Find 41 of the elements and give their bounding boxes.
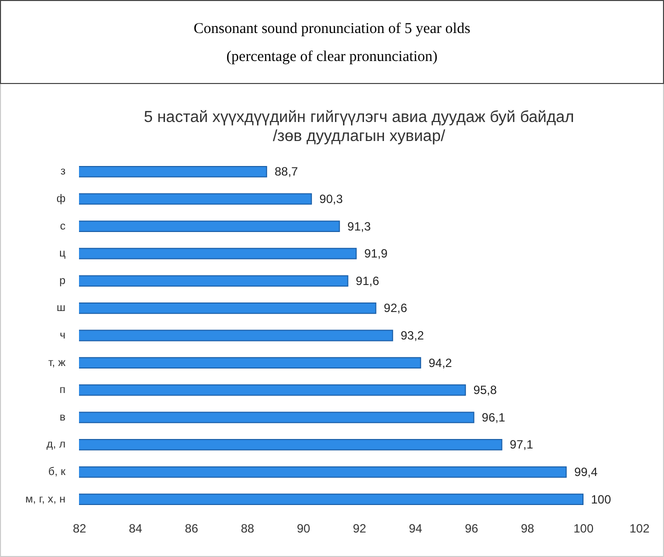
y-tick-label: з bbox=[60, 166, 66, 178]
data-label: 90,3 bbox=[319, 192, 344, 206]
x-tick-label: 90 bbox=[296, 522, 310, 536]
x-tick-label: 92 bbox=[352, 522, 366, 536]
y-tick-label: ц bbox=[59, 248, 66, 260]
data-label: 92,6 bbox=[384, 301, 408, 316]
data-label: 94,2 bbox=[428, 356, 452, 370]
data-label: 91,6 bbox=[356, 274, 380, 288]
y-tick-label: в bbox=[60, 411, 66, 424]
y-tick-label: ш bbox=[56, 302, 66, 314]
y-tick-label: т, ж bbox=[48, 356, 66, 369]
data-label: 100 bbox=[591, 492, 612, 506]
data-label: 99,4 bbox=[574, 465, 598, 480]
data-label: 88,7 bbox=[274, 164, 298, 179]
data-label: 96,1 bbox=[482, 410, 506, 424]
chart-subtitle: /зөв дуудлагын хувиар/ bbox=[272, 128, 446, 145]
data-label: 97,1 bbox=[510, 438, 534, 452]
data-label: 91,9 bbox=[364, 246, 388, 261]
x-tick-label: 88 bbox=[240, 522, 254, 536]
y-tick-label: с bbox=[60, 220, 66, 232]
chart-title: 5 настай хүүхдүүдийн гийгүүлэгч авиа дуудаж буй байдал bbox=[144, 109, 574, 126]
x-tick-label: 94 bbox=[408, 522, 422, 536]
y-tick-label: д, л bbox=[46, 438, 66, 451]
x-tick-label: 86 bbox=[184, 522, 198, 536]
y-tick-label: м, г, х, н bbox=[25, 493, 66, 506]
y-tick-label: р bbox=[59, 274, 66, 287]
x-tick-label: 96 bbox=[464, 522, 478, 536]
text: (percentage of clear pronunciation) bbox=[225, 48, 439, 67]
x-tick-label: 102 bbox=[629, 522, 650, 536]
y-tick-label: б, к bbox=[48, 466, 66, 478]
data-label: 93,2 bbox=[400, 328, 424, 342]
data-label: 91,3 bbox=[347, 219, 372, 234]
x-tick-label: 100 bbox=[573, 522, 594, 536]
x-tick-label: 98 bbox=[520, 522, 534, 536]
y-tick-label: ч bbox=[60, 330, 66, 342]
x-tick-label: 84 bbox=[128, 522, 142, 536]
x-tick-label: 82 bbox=[72, 522, 86, 536]
y-tick-label: п bbox=[60, 384, 66, 396]
y-tick-label: ф bbox=[56, 192, 66, 205]
data-label: 95,8 bbox=[473, 383, 498, 398]
text: Consonant sound pronunciation of 5 year olds bbox=[192, 20, 472, 39]
